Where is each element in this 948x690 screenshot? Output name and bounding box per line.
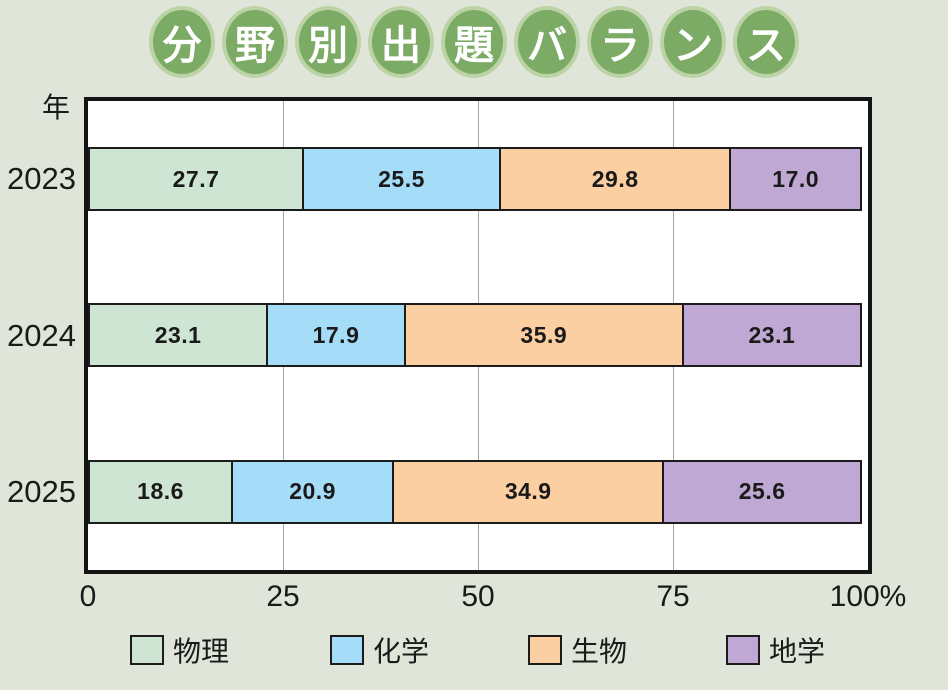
legend-label-化学: 化学	[373, 636, 430, 667]
segment-化学-2024: 17.9	[266, 303, 406, 368]
chart-title: 分野別出題バランス	[0, 6, 948, 78]
segment-生物-2024: 35.9	[403, 303, 684, 368]
legend-item-地学: 地学	[726, 630, 825, 670]
stacked-bar-2025: 18.6 20.9 34.9 25.6	[88, 459, 868, 524]
stacked-bar-2024: 23.1 17.9 35.9 23.1	[88, 303, 868, 368]
title-char-9: ス	[733, 6, 799, 78]
legend-label-物理: 物理	[173, 636, 230, 667]
x-axis-tick-25: 25	[266, 580, 300, 613]
segment-生物-2023: 29.8	[498, 147, 732, 212]
segment-化学-2025: 20.9	[231, 459, 395, 524]
legend-swatch-物理	[130, 635, 164, 665]
y-axis-unit-label: 年	[42, 92, 71, 123]
legend-item-生物: 生物	[528, 630, 627, 670]
legend-swatch-生物	[528, 635, 562, 665]
title-char-6: バ	[514, 6, 580, 78]
legend-item-物理: 物理	[130, 630, 229, 670]
segment-物理-2025: 18.6	[88, 459, 234, 524]
legend-swatch-化学	[330, 635, 364, 665]
title-char-5: 題	[441, 6, 507, 78]
y-axis-label-2025: 2025	[7, 473, 76, 509]
segment-化学-2023: 25.5	[302, 147, 501, 212]
legend-label-生物: 生物	[571, 636, 628, 667]
segment-地学-2023: 17.0	[729, 147, 862, 212]
segment-地学-2025: 25.6	[662, 459, 862, 524]
x-axis-tick-0: 0	[79, 580, 97, 613]
legend-swatch-地学	[726, 635, 760, 665]
x-axis-tick-75: 75	[656, 580, 690, 613]
title-char-7: ラ	[587, 6, 653, 78]
legend-item-化学: 化学	[330, 630, 429, 670]
y-axis-label-2024: 2024	[7, 317, 76, 353]
bar-band-2023: 27.7 25.5 29.8 17.0	[88, 101, 868, 257]
stacked-bar-2023: 27.7 25.5 29.8 17.0	[88, 147, 868, 212]
segment-物理-2024: 23.1	[88, 303, 269, 368]
bar-band-2025: 18.6 20.9 34.9 25.6	[88, 414, 868, 570]
x-axis-tick-50: 50	[461, 580, 495, 613]
legend-label-地学: 地学	[769, 636, 826, 667]
y-axis-label-2023: 2023	[7, 161, 76, 197]
title-char-3: 別	[295, 6, 361, 78]
title-char-2: 野	[222, 6, 288, 78]
bar-band-2024: 23.1 17.9 35.9 23.1	[88, 257, 868, 413]
title-char-8: ン	[660, 6, 726, 78]
x-axis-tick-100: 100%	[829, 580, 907, 613]
title-char-1: 分	[149, 6, 215, 78]
segment-地学-2024: 23.1	[681, 303, 862, 368]
segment-物理-2023: 27.7	[88, 147, 305, 212]
plot-area: 27.7 25.5 29.8 17.0 23.1 17.9 35.9 23.1 18.6 20.9…	[84, 97, 872, 574]
title-char-4: 出	[368, 6, 434, 78]
segment-生物-2025: 34.9	[392, 459, 665, 524]
